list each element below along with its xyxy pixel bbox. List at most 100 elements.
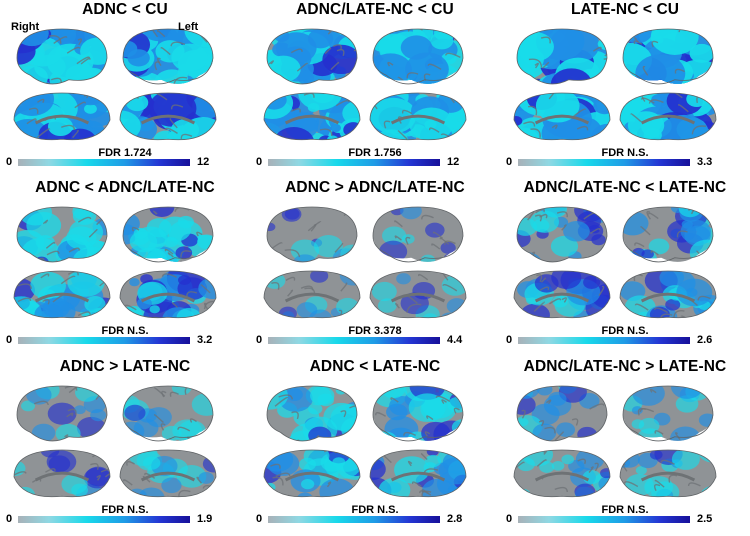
panel-adnc-lt-adnc-late-nc: ADNC < ADNC/LATE-NC FDR N.S. 0 3.2 [0, 178, 250, 356]
lateral-brain-view [622, 28, 714, 85]
panel-title: ADNC/LATE-NC > LATE-NC [523, 358, 727, 375]
medial-brain-view [119, 449, 217, 498]
medial-brain-view [263, 449, 361, 498]
colorbar [268, 516, 440, 523]
colorbar-min: 0 [6, 334, 13, 346]
colorbar-max: 2.5 [697, 513, 713, 525]
medial-brain-view [119, 92, 217, 141]
colorbar [268, 159, 440, 166]
brain-surface-renderings [13, 385, 217, 498]
colorbar-max: 2.6 [697, 334, 713, 346]
brain-surface-renderings [263, 385, 467, 498]
panel-adnc-lt-late-nc: ADNC < LATE-NC FDR N.S. 0 2.8 [250, 357, 500, 535]
colorbar-min: 0 [6, 156, 13, 168]
colorbar-max: 12 [447, 156, 460, 168]
colorbar-max: 1.9 [197, 513, 213, 525]
panel-late-nc-lt-cu: LATE-NC < CU FDR N.S. 0 3.3 [500, 0, 750, 178]
lateral-brain-view [266, 385, 358, 442]
brain-surface-renderings [13, 28, 217, 141]
colorbar [268, 337, 440, 344]
medial-brain-view [513, 92, 611, 141]
lateral-brain-view [516, 28, 608, 85]
colorbar-min: 0 [256, 334, 263, 346]
panel-title: ADNC > LATE-NC [59, 358, 191, 375]
colorbar-min: 0 [256, 513, 263, 525]
lateral-brain-view [16, 206, 108, 263]
colorbar-min: 0 [256, 156, 263, 168]
medial-brain-view [369, 270, 467, 319]
brain-surface-renderings [263, 28, 467, 141]
lateral-brain-view [266, 206, 358, 263]
medial-brain-view [619, 449, 717, 498]
panel-adnc-late-nc-lt-cu: ADNC/LATE-NC < CU FDR 1.756 0 12 [250, 0, 500, 178]
medial-brain-view [513, 270, 611, 319]
fdr-threshold: FDR N.S. [101, 504, 149, 516]
brain-surface-renderings [513, 385, 717, 498]
colorbar-max: 2.8 [447, 513, 463, 525]
lateral-brain-view [372, 385, 464, 442]
fdr-threshold: FDR N.S. [101, 325, 149, 337]
lateral-brain-view [516, 206, 608, 263]
lateral-brain-view [266, 28, 358, 85]
colorbar-min: 0 [506, 334, 513, 346]
medial-brain-view [619, 270, 717, 319]
panel-adnc-lt-cu: ADNC < CU Right Left FDR 1.724 0 12 [0, 0, 250, 178]
brain-surface-renderings [513, 206, 717, 319]
lateral-brain-view [372, 206, 464, 263]
lateral-brain-view [622, 385, 714, 442]
colorbar-min: 0 [6, 513, 13, 525]
right-hemisphere-label: Right [11, 21, 40, 33]
panel-title: ADNC > ADNC/LATE-NC [285, 179, 465, 196]
lateral-brain-view [16, 385, 108, 442]
panel-title: ADNC < LATE-NC [309, 358, 441, 375]
lateral-brain-view [122, 385, 214, 442]
medial-brain-view [13, 449, 111, 498]
fdr-threshold: FDR N.S. [351, 504, 399, 516]
colorbar-max: 4.4 [447, 334, 463, 346]
lateral-brain-view [122, 206, 214, 263]
medial-brain-view [369, 92, 467, 141]
lateral-brain-view [372, 28, 464, 85]
fdr-threshold: FDR N.S. [601, 325, 649, 337]
fdr-threshold: FDR N.S. [601, 504, 649, 516]
colorbar [18, 337, 190, 344]
medial-brain-view [13, 92, 111, 141]
colorbar [18, 516, 190, 523]
medial-brain-view [619, 92, 717, 141]
panel-title: ADNC < CU [82, 1, 168, 18]
fdr-threshold: FDR 1.724 [98, 147, 152, 159]
colorbar-max: 3.3 [697, 156, 713, 168]
brain-surface-renderings [513, 28, 717, 141]
lateral-brain-view [516, 385, 608, 442]
fdr-threshold: FDR 1.756 [348, 147, 402, 159]
lateral-brain-view [622, 206, 714, 263]
fdr-threshold: FDR N.S. [601, 147, 649, 159]
panel-adnc-late-nc-gt-late-nc: ADNC/LATE-NC > LATE-NC FDR N.S. 0 2.5 [500, 357, 750, 535]
brain-surface-renderings [263, 206, 467, 319]
panel-adnc-gt-late-nc: ADNC > LATE-NC FDR N.S. 0 1.9 [0, 357, 250, 535]
medial-brain-view [513, 449, 611, 498]
medial-brain-view [263, 92, 361, 141]
colorbar [18, 159, 190, 166]
brain-surface-renderings [13, 206, 217, 319]
panel-title: LATE-NC < CU [570, 1, 680, 18]
medial-brain-view [263, 270, 361, 319]
left-hemisphere-label: Left [178, 21, 199, 33]
panel-adnc-late-nc-lt-late-nc: ADNC/LATE-NC < LATE-NC FDR N.S. 0 2.6 [500, 178, 750, 356]
panel-title: ADNC < ADNC/LATE-NC [35, 179, 215, 196]
panel-title: ADNC/LATE-NC < CU [296, 1, 454, 18]
colorbar-max: 12 [197, 156, 210, 168]
colorbar-min: 0 [506, 156, 513, 168]
medial-brain-view [13, 270, 111, 319]
colorbar [518, 159, 690, 166]
medial-brain-view [369, 449, 467, 498]
colorbar-min: 0 [506, 513, 513, 525]
colorbar-max: 3.2 [197, 334, 213, 346]
panel-title: ADNC/LATE-NC < LATE-NC [523, 179, 727, 196]
medial-brain-view [119, 270, 217, 319]
lateral-brain-view [16, 28, 108, 85]
panel-adnc-gt-adnc-late-nc: ADNC > ADNC/LATE-NC FDR 3.378 0 4.4 [250, 178, 500, 356]
colorbar [518, 337, 690, 344]
fdr-threshold: FDR 3.378 [348, 325, 402, 337]
